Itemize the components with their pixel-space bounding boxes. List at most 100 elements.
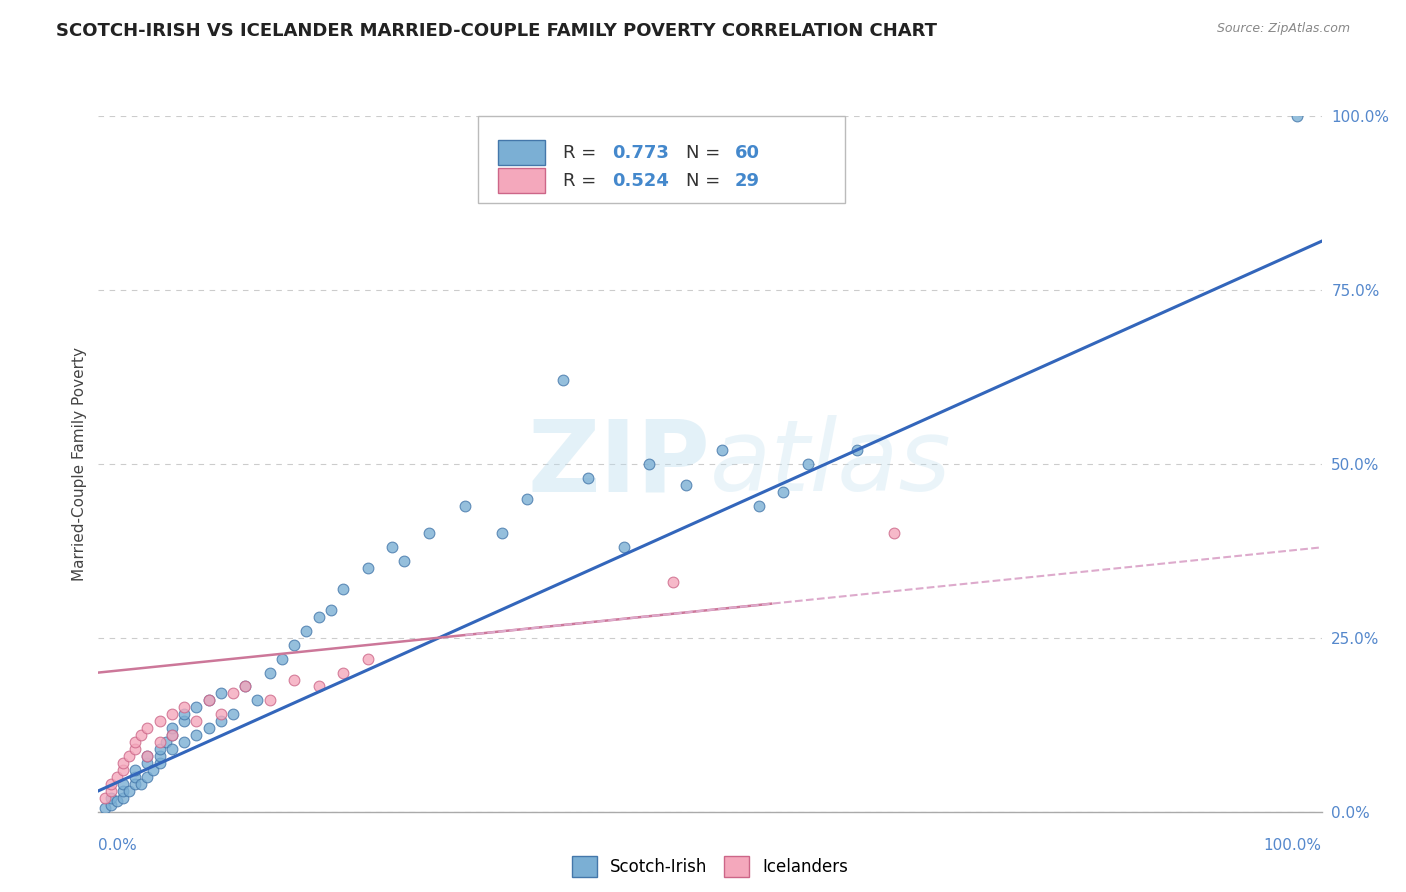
Point — [332, 665, 354, 680]
Point — [149, 735, 172, 749]
Point — [118, 749, 141, 764]
Point — [136, 770, 159, 784]
Point — [675, 477, 697, 491]
Point — [111, 756, 134, 770]
Point — [100, 784, 122, 798]
Point — [129, 728, 152, 742]
Point — [93, 801, 115, 815]
Point — [553, 373, 575, 387]
Point — [283, 638, 305, 652]
Point — [136, 749, 159, 764]
Point — [613, 541, 636, 555]
Point — [209, 714, 232, 729]
Point — [173, 735, 195, 749]
Point — [160, 721, 183, 735]
Point — [332, 582, 354, 596]
Point — [160, 707, 183, 722]
Text: SCOTCH-IRISH VS ICELANDER MARRIED-COUPLE FAMILY POVERTY CORRELATION CHART: SCOTCH-IRISH VS ICELANDER MARRIED-COUPLE… — [56, 22, 938, 40]
Point — [638, 457, 661, 471]
Legend: Scotch-Irish, Icelanders: Scotch-Irish, Icelanders — [565, 850, 855, 883]
Point — [111, 790, 134, 805]
Point — [111, 784, 134, 798]
Point — [149, 714, 172, 729]
Point — [173, 714, 195, 729]
Point — [748, 499, 770, 513]
Point — [186, 714, 208, 729]
Point — [142, 763, 165, 777]
Point — [129, 777, 152, 791]
Text: N =: N = — [686, 171, 725, 190]
Point — [381, 541, 404, 555]
Text: 60: 60 — [734, 144, 759, 161]
Point — [173, 700, 195, 714]
Text: N =: N = — [686, 144, 725, 161]
Point — [124, 763, 146, 777]
Text: 0.524: 0.524 — [612, 171, 669, 190]
Point — [124, 735, 146, 749]
Point — [418, 526, 440, 541]
Point — [149, 742, 172, 756]
Point — [233, 680, 256, 694]
Point — [222, 686, 245, 700]
Point — [711, 442, 734, 457]
Point — [197, 721, 219, 735]
Point — [136, 749, 159, 764]
Point — [100, 790, 122, 805]
Point — [93, 790, 115, 805]
Point — [105, 794, 128, 808]
Point — [491, 526, 513, 541]
Y-axis label: Married-Couple Family Poverty: Married-Couple Family Poverty — [72, 347, 87, 581]
Point — [111, 777, 134, 791]
Point — [124, 742, 146, 756]
Point — [197, 693, 219, 707]
Point — [136, 721, 159, 735]
Point — [186, 728, 208, 742]
FancyBboxPatch shape — [498, 140, 546, 165]
Point — [772, 484, 794, 499]
Point — [111, 763, 134, 777]
Text: ZIP: ZIP — [527, 416, 710, 512]
FancyBboxPatch shape — [478, 116, 845, 203]
Point — [259, 665, 281, 680]
Point — [136, 756, 159, 770]
Point — [149, 749, 172, 764]
Point — [186, 700, 208, 714]
Point — [295, 624, 318, 638]
Point — [356, 561, 378, 575]
Text: 29: 29 — [734, 171, 759, 190]
Point — [197, 693, 219, 707]
Point — [270, 651, 294, 665]
Point — [160, 742, 183, 756]
Point — [233, 680, 256, 694]
Point — [308, 610, 330, 624]
Point — [160, 728, 183, 742]
Point — [160, 728, 183, 742]
Point — [124, 777, 146, 791]
Text: Source: ZipAtlas.com: Source: ZipAtlas.com — [1216, 22, 1350, 36]
Point — [392, 554, 416, 568]
Text: atlas: atlas — [710, 416, 952, 512]
Point — [845, 442, 868, 457]
Point — [797, 457, 820, 471]
Point — [454, 499, 477, 513]
Text: R =: R = — [564, 144, 602, 161]
Point — [209, 707, 232, 722]
Point — [576, 471, 599, 485]
Point — [319, 603, 342, 617]
Text: 0.773: 0.773 — [612, 144, 669, 161]
Point — [118, 784, 141, 798]
Point — [209, 686, 232, 700]
Point — [246, 693, 269, 707]
Point — [100, 797, 122, 812]
Text: 0.0%: 0.0% — [98, 838, 138, 854]
Point — [100, 777, 122, 791]
Text: 100.0%: 100.0% — [1264, 838, 1322, 854]
Point — [155, 735, 177, 749]
Point — [662, 575, 685, 590]
Point — [308, 680, 330, 694]
Point — [149, 756, 172, 770]
Point — [222, 707, 245, 722]
Point — [283, 673, 305, 687]
Point — [259, 693, 281, 707]
Point — [124, 770, 146, 784]
